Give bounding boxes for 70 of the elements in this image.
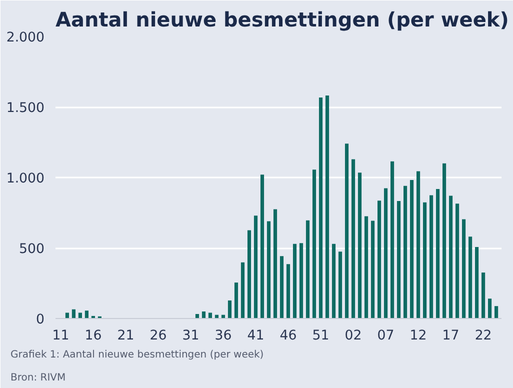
bar: [286, 264, 290, 318]
bar: [299, 243, 304, 318]
y-tick-label: 1.000: [6, 172, 44, 186]
x-tick-label: 46: [280, 328, 297, 344]
chart-title: Aantal nieuwe besmettingen (per week): [56, 8, 509, 32]
bar: [396, 201, 401, 318]
bar: [228, 300, 232, 318]
bar: [292, 244, 297, 318]
bar: [384, 188, 388, 318]
bar: [280, 256, 284, 318]
bar: [72, 309, 76, 318]
bar: [338, 252, 342, 318]
bar: [306, 220, 310, 318]
y-tick-label: 1.500: [6, 101, 44, 116]
bar: [494, 306, 498, 318]
bar: [475, 247, 479, 318]
bar: [344, 144, 349, 318]
y-tick-label: 2.000: [6, 30, 44, 46]
x-tick-label: 36: [214, 328, 232, 344]
bar: [254, 216, 258, 318]
bar: [462, 219, 466, 318]
x-tick-label: 51: [312, 328, 330, 344]
bar: [273, 209, 278, 318]
y-tick-label: 0: [36, 312, 45, 328]
text: Bron: RIVM: [10, 372, 66, 384]
bar: [403, 186, 408, 318]
bar: [364, 216, 368, 318]
bar: [442, 163, 446, 318]
bar: [312, 170, 316, 318]
bar: [78, 312, 82, 318]
x-tick-label: 07: [377, 328, 394, 344]
bar: [416, 171, 420, 318]
x-tick-label: 41: [247, 328, 264, 344]
x-tick-label: 16: [84, 328, 102, 344]
x-tick-label: 21: [117, 328, 134, 344]
bar: [449, 196, 453, 318]
bar: [65, 312, 69, 318]
bar: [260, 174, 264, 318]
bar: [234, 282, 238, 318]
bar: [436, 189, 440, 318]
x-tick-label: 12: [410, 328, 427, 344]
y-tick-label: 500: [19, 242, 45, 257]
bar: [266, 221, 271, 318]
bar: [240, 262, 245, 318]
bar: [488, 298, 492, 318]
bar: [482, 272, 486, 318]
bar: [351, 159, 356, 318]
text: Grafiek 1: Aantal nieuwe besmettingen (per week): [10, 350, 264, 360]
x-tick-label: 17: [442, 328, 460, 344]
x-tick-label: 11: [52, 328, 70, 344]
bar: [318, 98, 323, 318]
x-tick-label: 26: [150, 328, 167, 344]
bar: [377, 200, 382, 318]
bar: [208, 312, 212, 318]
bar: [390, 161, 394, 318]
bar: [410, 180, 414, 318]
bar: [325, 95, 330, 318]
bar: [456, 204, 460, 318]
x-tick-label: 31: [182, 328, 200, 344]
bar: [422, 202, 427, 318]
bar: [429, 195, 434, 318]
x-tick-label: 22: [474, 328, 492, 344]
bar: [332, 244, 336, 318]
bar: [202, 311, 206, 318]
bar: [358, 172, 362, 318]
bar: [370, 220, 375, 318]
bar: [468, 236, 472, 318]
bar: [84, 310, 88, 318]
x-tick-label: 02: [344, 328, 362, 344]
bar: [247, 230, 252, 318]
